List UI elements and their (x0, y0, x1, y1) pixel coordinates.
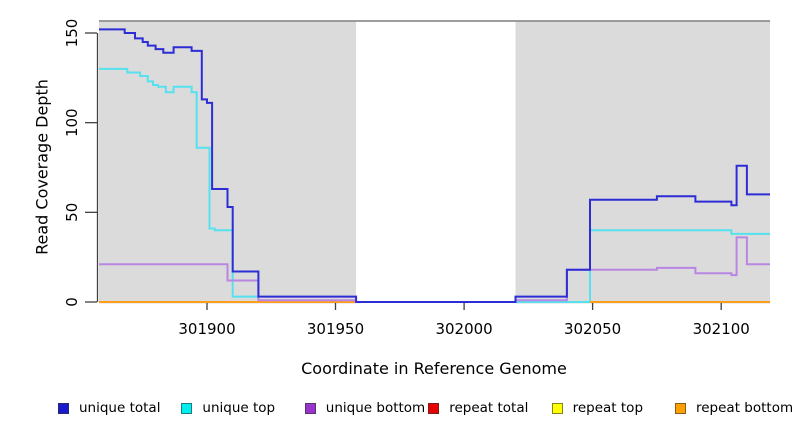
x-tick-label: 301950 (307, 320, 364, 338)
y-tick-label: 150 (63, 19, 81, 48)
plot-shaded-region (515, 21, 770, 304)
plot-shaded-region (99, 21, 357, 304)
x-tick-label: 302050 (564, 320, 621, 338)
y-axis-label: Read Coverage Depth (32, 79, 52, 255)
y-tick-label: 50 (63, 203, 81, 222)
x-axis-label: Coordinate in Reference Genome (301, 359, 567, 378)
x-tick-label: 302100 (693, 320, 750, 338)
series-line-unique-total (99, 28, 770, 303)
x-tick-label: 302000 (435, 320, 492, 338)
y-tick-label: 0 (63, 297, 81, 307)
y-tick-label: 100 (63, 108, 81, 137)
x-tick-label: 301900 (178, 320, 235, 338)
